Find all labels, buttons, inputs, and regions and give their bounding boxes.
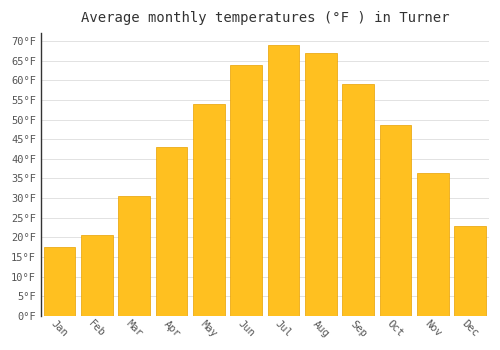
Bar bbox=[81, 235, 113, 316]
Bar bbox=[380, 125, 412, 316]
Bar bbox=[156, 147, 188, 316]
Bar bbox=[268, 45, 300, 316]
Bar bbox=[454, 225, 486, 316]
Bar bbox=[193, 104, 225, 316]
Bar bbox=[342, 84, 374, 316]
Bar bbox=[118, 196, 150, 316]
Bar bbox=[230, 65, 262, 316]
Title: Average monthly temperatures (°F ) in Turner: Average monthly temperatures (°F ) in Tu… bbox=[80, 11, 449, 25]
Bar bbox=[305, 53, 337, 316]
Bar bbox=[417, 173, 449, 316]
Bar bbox=[44, 247, 76, 316]
